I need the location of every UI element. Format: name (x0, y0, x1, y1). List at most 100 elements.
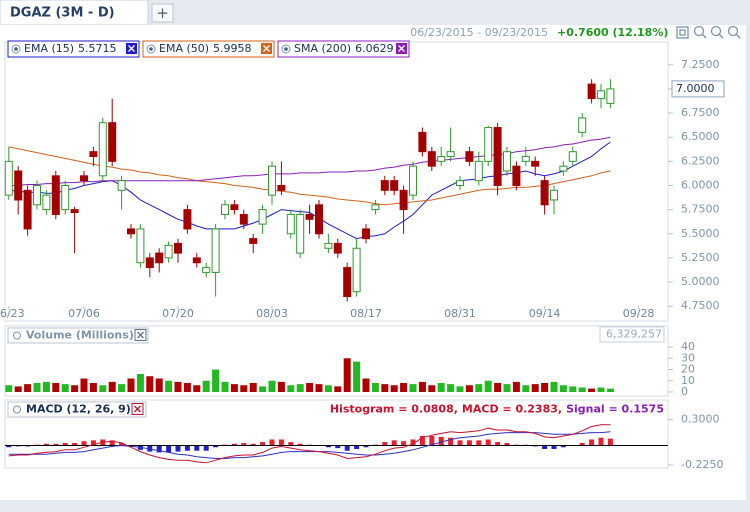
volume-bar (390, 385, 398, 392)
histogram-bar (53, 443, 59, 446)
legend-box (142, 40, 275, 58)
signal-line (8, 431, 611, 459)
x-tick-label: 09/28 (623, 307, 655, 320)
zoom-out-icon[interactable] (710, 25, 722, 37)
volume-bar (428, 385, 436, 392)
candle-body (258, 209, 267, 225)
histogram-bar (448, 437, 454, 446)
candle-body (70, 209, 79, 214)
histogram-bar (269, 439, 275, 446)
histogram-bar (90, 440, 96, 446)
candle-body (136, 228, 145, 264)
candle-body (352, 247, 361, 293)
candle-body (427, 151, 436, 167)
histogram-bar (6, 445, 12, 448)
candle-body (568, 151, 577, 162)
histogram-bar (457, 440, 463, 446)
panel-title: Volume (Millions) (26, 329, 134, 342)
volume-bar (146, 376, 154, 392)
candle-body (512, 165, 521, 186)
macd-readout: Histogram = 0.0808, MACD = 0.2383, Signal … (330, 403, 664, 416)
volume-bar (193, 385, 201, 392)
add-tab-button[interactable] (151, 3, 174, 23)
histogram-bar (241, 442, 247, 446)
candle-body (33, 184, 41, 206)
histogram-bar (363, 445, 369, 448)
y-tick-label: 20 (681, 363, 695, 376)
histogram-bar (43, 443, 49, 446)
x-tick-label: 08/31 (444, 307, 476, 320)
volume-bar (597, 387, 605, 392)
readout-part: MACD = 0.2383, (462, 403, 562, 416)
x-tick-label: 08/03 (256, 307, 288, 320)
candle-body (587, 83, 596, 100)
histogram-bar (598, 437, 604, 446)
candle-body (409, 165, 417, 196)
volume-bar (80, 378, 88, 392)
x-tick-label: 06/23 (0, 307, 25, 320)
histogram-bar (551, 445, 557, 449)
histogram-bar (542, 445, 548, 449)
candle-body (268, 165, 276, 196)
y-tick-label: 0.3000 (681, 413, 720, 426)
histogram-bar (175, 445, 181, 452)
volume-bar (541, 383, 549, 392)
y-tick-label: 6.7500 (681, 106, 720, 119)
candle-body (437, 156, 446, 162)
legend-name: EMA (15) (24, 42, 74, 55)
volume-bar (127, 378, 135, 392)
date-range: 06/23/2015 - 09/23/2015 (410, 26, 548, 39)
candle-body (61, 184, 70, 211)
volume-bar (324, 385, 332, 392)
y-tick-label: 7.2500 (681, 58, 720, 71)
legend-entry: EMA (50) 5.9958 (159, 42, 252, 55)
volume-bar (240, 385, 248, 392)
legend-value: 6.0629 (355, 42, 394, 55)
y-tick-label: 5.5000 (681, 227, 720, 240)
candle-body (597, 90, 605, 100)
zoom-in-handle (701, 33, 707, 39)
candle-body (108, 122, 117, 162)
candle-body (117, 180, 126, 191)
legend-close-x (263, 45, 270, 52)
volume-bar (221, 381, 229, 392)
zoom-in-icon[interactable] (693, 25, 705, 37)
panel-title-box (7, 327, 149, 344)
volume-bar (343, 358, 351, 392)
candle-body (51, 175, 60, 215)
histogram-bar (156, 445, 162, 453)
reset-zoom-icon[interactable] (676, 26, 689, 39)
y-tick-label: 4.7500 (681, 299, 720, 312)
zoom-icon[interactable] (727, 25, 739, 37)
volume-bar (531, 384, 539, 392)
volume-bar (306, 383, 314, 392)
candle-body (98, 122, 107, 177)
y-tick-label: 5.0000 (681, 275, 720, 288)
candle-body (446, 151, 455, 158)
volume-bar (277, 381, 285, 392)
histogram-bar (335, 445, 341, 449)
volume-bar (362, 378, 370, 392)
candle-body (127, 228, 135, 235)
volume-bar (512, 381, 520, 392)
price-change: +0.7600 (12.18%) (557, 26, 668, 39)
histogram-bar (325, 445, 331, 448)
volume-bar (606, 388, 614, 392)
toolbar (676, 25, 741, 39)
volume-bar (484, 380, 492, 392)
tab[interactable] (0, 0, 149, 26)
y-tick-label: -0.2250 (681, 458, 723, 471)
volume-bar (409, 384, 417, 392)
y-tick-label: 10 (681, 374, 695, 387)
histogram-bar (466, 440, 472, 446)
y-tick-label: 30 (681, 351, 695, 364)
candle-body (333, 242, 342, 254)
candle-body (380, 180, 389, 191)
candle-body (418, 131, 427, 153)
histogram-bar (231, 443, 237, 446)
histogram-bar (495, 442, 501, 446)
volume-bar (24, 384, 32, 392)
candle-body (521, 156, 530, 162)
volume-bar (456, 386, 464, 392)
volume-bar (381, 384, 389, 392)
